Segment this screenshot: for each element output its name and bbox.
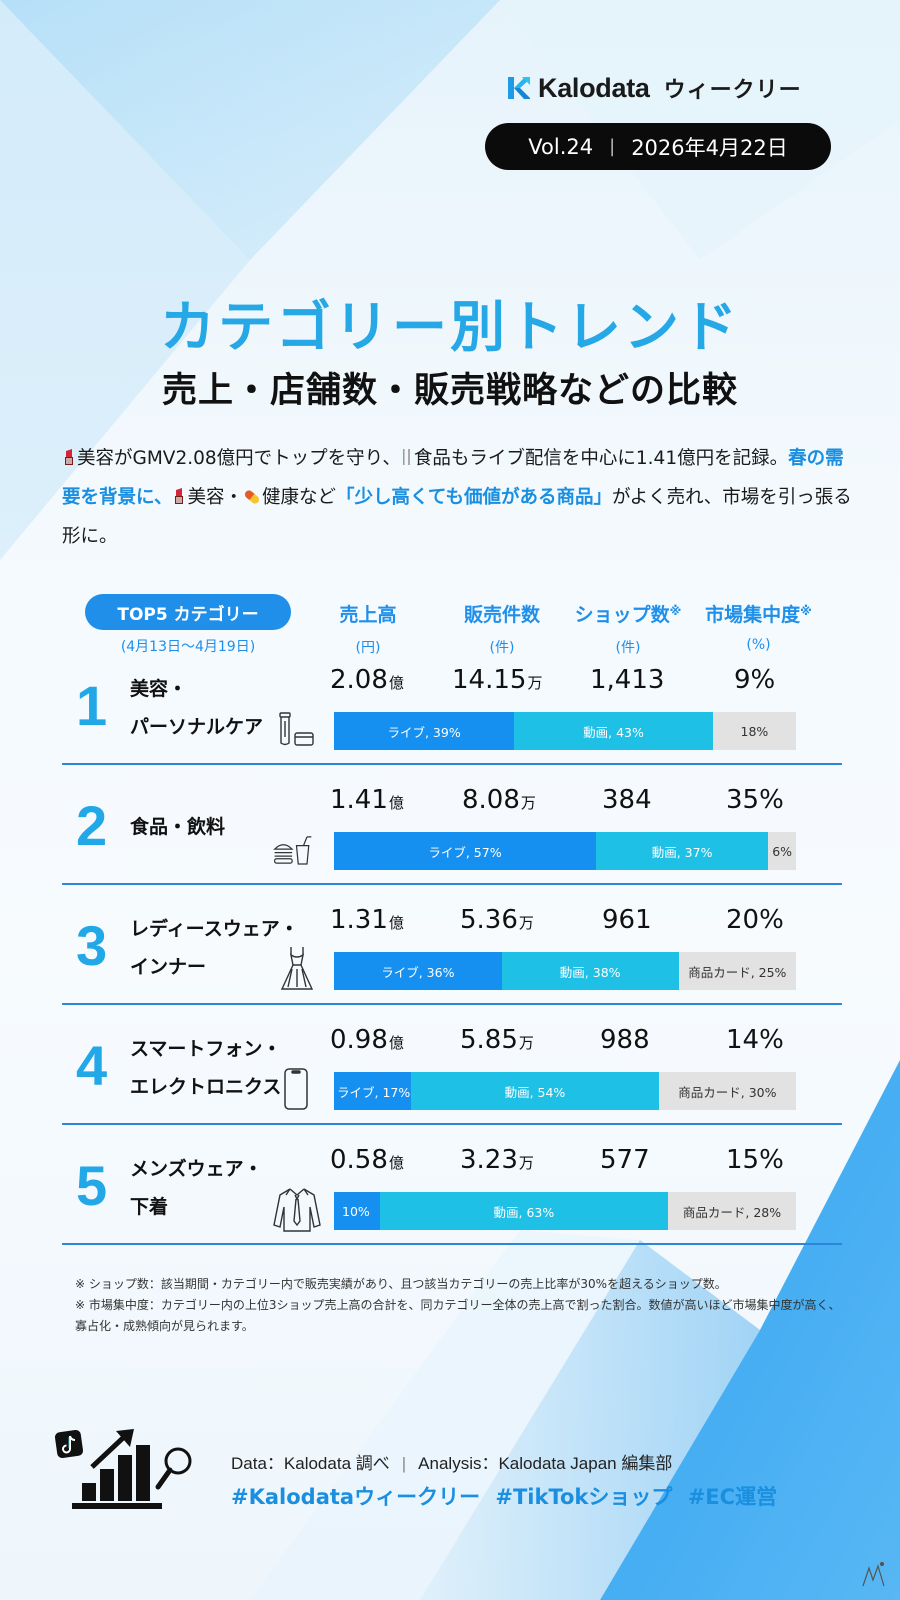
channel-share-bar: ライブ, 36% 動画, 38% 商品カード, 25% — [334, 952, 796, 990]
sales-value: 2.08億 — [330, 665, 404, 695]
pill-icon — [243, 481, 261, 518]
concentration-value: 20% — [726, 905, 784, 935]
sales-value: 1.41億 — [330, 785, 404, 815]
table-row: 5 メンズウェア・ 下着 0.58億 3.23万 577 15% 10% 動画,… — [62, 1125, 842, 1245]
video-segment: 動画, 37% — [595, 832, 769, 870]
channel-share-bar: ライブ, 17% 動画, 54% 商品カード, 30% — [334, 1072, 796, 1110]
page-subtitle: 売上・店舗数・販売戦略などの比較 — [161, 371, 738, 411]
live-segment: ライブ, 36% — [334, 952, 502, 990]
kalodata-logo-icon — [508, 77, 530, 99]
column-header-orders: 販売件数 (件) — [463, 604, 540, 656]
sales-value: 0.98億 — [330, 1025, 404, 1055]
product-card-segment: 商品カード, 30% — [658, 1072, 796, 1110]
product-card-segment: 商品カード, 25% — [678, 952, 796, 990]
orders-value: 14.15万 — [452, 665, 543, 695]
shops-value: 988 — [600, 1025, 650, 1055]
footnote-concentration: ※ 市場集中度：カテゴリー内の上位3ショップ売上高の合計を、同カテゴリー全体の売… — [75, 1298, 841, 1333]
burger-drink-icon — [273, 836, 312, 865]
cosmetics-icon — [279, 712, 314, 746]
table-row: 1 美容・ パーソナルケア 2.08億 14.15万 1,413 9% ライブ,… — [62, 645, 842, 765]
orders-value: 5.85万 — [460, 1025, 534, 1055]
video-segment: 動画, 63% — [379, 1192, 669, 1230]
table-row: 2 食品・飲料 1.41億 8.08万 384 35% ライブ, 57% 動画,… — [62, 765, 842, 885]
concentration-value: 9% — [734, 665, 776, 695]
shops-value: 384 — [602, 785, 652, 815]
volume-date-badge: Vol.24 | 2026年4月22日 — [485, 123, 831, 170]
sales-value: 0.58億 — [330, 1145, 404, 1175]
table-row: 3 レディースウェア・ インナー 1.31億 5.36万 961 20% ライブ… — [62, 885, 842, 1005]
product-card-segment: 18% — [712, 712, 796, 750]
table-row: 4 スマートフォン・ エレクトロニクス 0.98億 5.85万 988 14% … — [62, 1005, 842, 1125]
category-name: レディースウェア・ インナー — [130, 918, 299, 978]
lead-paragraph: 美容がGMV2.08億円でトップを守り、 食品もライブ配信を中心に1.41億円を… — [62, 440, 852, 555]
rank-number: 2 — [76, 794, 108, 857]
shirt-icon — [273, 1188, 321, 1232]
shops-value: 577 — [600, 1145, 650, 1175]
volume-number: Vol.24 — [528, 134, 594, 159]
dress-icon — [280, 947, 314, 990]
hashtags[interactable]: #Kalodataウィークリー #TikTokショップ #EC運営 — [231, 1485, 778, 1509]
video-segment: 動画, 38% — [501, 952, 679, 990]
column-header-sales: 売上高 (円) — [339, 604, 397, 656]
rank-number: 4 — [76, 1034, 108, 1097]
live-segment: ライブ, 17% — [334, 1072, 412, 1110]
brand-name: Kalodata — [538, 72, 650, 103]
concentration-value: 14% — [726, 1025, 784, 1055]
top5-category-badge: TOP5 カテゴリー — [85, 594, 291, 630]
category-name: 食品・飲料 — [130, 816, 226, 838]
brand-header: Kalodata ウィークリー — [506, 72, 802, 104]
live-segment: 10% — [334, 1192, 380, 1230]
footnote-shops: ※ ショップ数：該当期間・カテゴリー内で販売実績があり、且つ該当カテゴリーの売上… — [75, 1277, 727, 1291]
video-segment: 動画, 54% — [411, 1072, 659, 1110]
lipstick-icon — [172, 481, 186, 518]
rank-number: 3 — [76, 914, 108, 977]
watermark-logo-icon — [862, 1561, 885, 1587]
product-card-segment: 商品カード, 28% — [668, 1192, 796, 1230]
shops-value: 961 — [602, 905, 652, 935]
column-header-concentration: 市場集中度※ (%) — [705, 604, 812, 653]
rank-number: 5 — [76, 1154, 108, 1217]
lead-highlight-value: 「少し高くても価値がある商品」 — [335, 487, 613, 508]
tiktok-icon — [54, 1429, 84, 1459]
channel-share-bar: ライブ, 39% 動画, 43% 18% — [334, 712, 796, 750]
lead-highlight-spring: 春の需要を背景に、 — [62, 448, 844, 508]
channel-share-bar: 10% 動画, 63% 商品カード, 28% — [334, 1192, 796, 1230]
product-card-segment: 6% — [768, 832, 796, 870]
video-segment: 動画, 43% — [514, 712, 713, 750]
concentration-value: 35% — [726, 785, 784, 815]
brand-subtitle: ウィークリー — [663, 78, 802, 103]
live-segment: ライブ, 39% — [334, 712, 515, 750]
live-segment: ライブ, 57% — [334, 832, 596, 870]
growth-chart-icon — [54, 1429, 192, 1509]
smartphone-icon — [284, 1068, 308, 1110]
separator: | — [609, 136, 616, 157]
column-header-shops: ショップ数※ (件) — [574, 604, 682, 656]
category-name: メンズウェア・ 下着 — [130, 1158, 263, 1218]
channel-share-bar: ライブ, 57% 動画, 37% 6% — [334, 832, 796, 870]
data-credit: Data：Kalodata 調べ | Analysis：Kalodata Japan… — [231, 1454, 673, 1473]
orders-value: 8.08万 — [462, 785, 536, 815]
footnotes: ※ ショップ数：該当期間・カテゴリー内で販売実績があり、且つ該当カテゴリーの売上… — [75, 1274, 845, 1337]
orders-value: 5.36万 — [460, 905, 534, 935]
category-name: 美容・ パーソナルケア — [130, 678, 264, 738]
category-name: スマートフォン・ エレクトロニクス — [130, 1038, 282, 1098]
period-label: (4月13日～4月19日) — [120, 639, 256, 655]
orders-value: 3.23万 — [460, 1145, 534, 1175]
issue-date: 2026年4月22日 — [631, 135, 788, 160]
fork-knife-icon — [401, 442, 413, 479]
shops-value: 1,413 — [590, 665, 665, 695]
concentration-value: 15% — [726, 1145, 784, 1175]
page-title: カテゴリー別トレンド — [159, 295, 740, 359]
rank-number: 1 — [76, 674, 108, 737]
lipstick-icon — [62, 442, 76, 479]
sales-value: 1.31億 — [330, 905, 404, 935]
